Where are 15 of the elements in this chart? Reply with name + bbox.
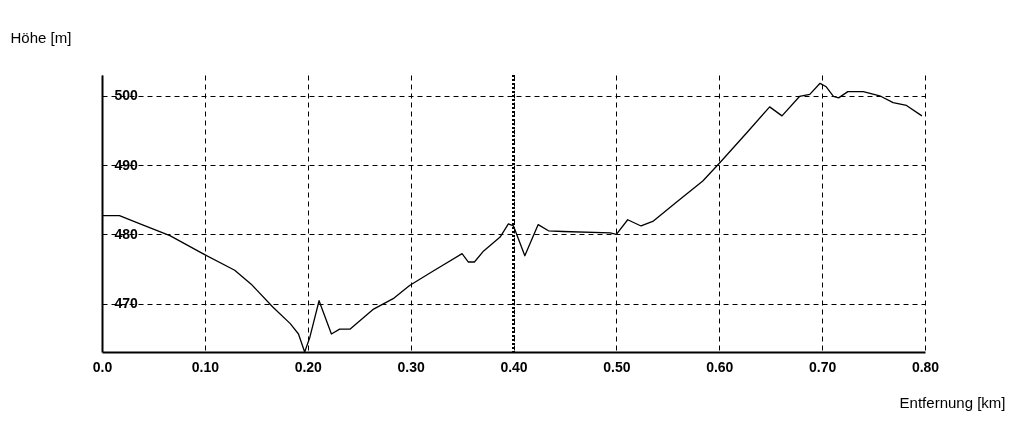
x-tick-label: 0.40 (500, 358, 528, 375)
x-axis-title: Entfernung [km] (899, 393, 1006, 411)
x-tick-label: 0.30 (397, 358, 425, 375)
y-axis-title: Höhe [m] (10, 28, 72, 46)
x-tick-label: 0.60 (706, 358, 734, 375)
x-tick-label: 0.80 (911, 358, 940, 375)
x-tick-label: 0.10 (191, 358, 220, 375)
x-tick-label: 0.0 (92, 358, 113, 375)
y-tick-label: 470 (114, 295, 139, 312)
x-tick-label: 0.70 (809, 358, 837, 375)
x-tick-label: 0.20 (294, 358, 323, 375)
y-tick-label: 500 (114, 87, 139, 104)
y-tick-label: 490 (114, 156, 139, 173)
x-tick-label: 0.50 (603, 358, 631, 375)
y-tick-label: 480 (114, 225, 139, 242)
